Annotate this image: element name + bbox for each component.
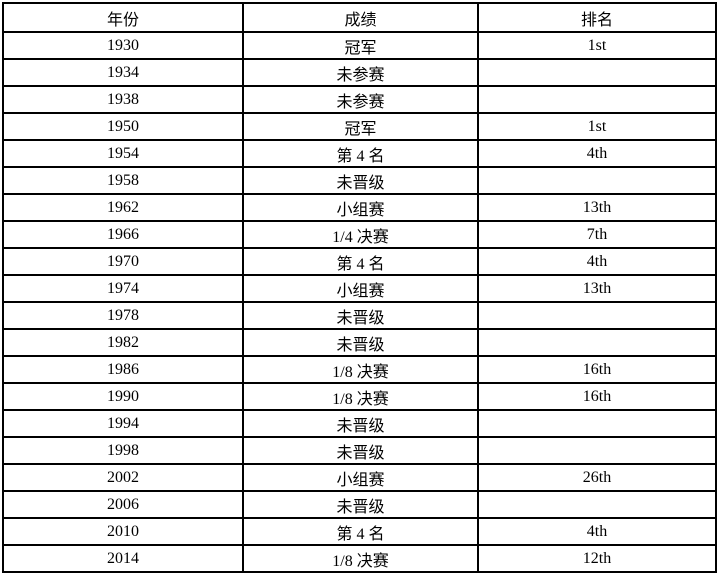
- table-body: 1930 冠军 1st 1934 未参赛 1938 未参赛 1950 冠军 1st 1954 第 4 …: [2, 31, 717, 573]
- result-cell: 未晋级: [242, 301, 479, 330]
- result-cell: 第 4 名: [242, 517, 479, 546]
- year-cell: 1950: [2, 112, 244, 141]
- year-cell: 1994: [2, 409, 244, 438]
- header-row: 年份 成绩 排名: [2, 2, 717, 33]
- year-cell: 1978: [2, 301, 244, 330]
- table-row: 1974 小组赛 13th: [2, 274, 717, 303]
- rank-cell: [477, 328, 717, 357]
- year-cell: 2006: [2, 490, 244, 519]
- result-cell: 冠军: [242, 31, 479, 60]
- result-cell: 小组赛: [242, 274, 479, 303]
- table-row: 1986 1/8 决赛 16th: [2, 355, 717, 384]
- result-cell: 第 4 名: [242, 247, 479, 276]
- year-cell: 1934: [2, 58, 244, 87]
- result-cell: 1/8 决赛: [242, 355, 479, 384]
- rank-cell: 4th: [477, 517, 717, 546]
- result-cell: 未参赛: [242, 85, 479, 114]
- table-row: 1954 第 4 名 4th: [2, 139, 717, 168]
- year-cell: 1990: [2, 382, 244, 411]
- column-header-rank: 排名: [477, 2, 717, 33]
- rank-cell: [477, 436, 717, 465]
- result-cell: 未晋级: [242, 490, 479, 519]
- year-cell: 1974: [2, 274, 244, 303]
- rank-cell: 12th: [477, 544, 717, 573]
- column-header-result: 成绩: [242, 2, 479, 33]
- year-cell: 1982: [2, 328, 244, 357]
- table-row: 2006 未晋级: [2, 490, 717, 519]
- year-cell: 1930: [2, 31, 244, 60]
- year-cell: 1954: [2, 139, 244, 168]
- result-cell: 未晋级: [242, 166, 479, 195]
- rank-cell: [477, 409, 717, 438]
- year-cell: 1966: [2, 220, 244, 249]
- result-cell: 1/8 决赛: [242, 382, 479, 411]
- rank-cell: 16th: [477, 382, 717, 411]
- table-row: 2014 1/8 决赛 12th: [2, 544, 717, 573]
- table-row: 1938 未参赛: [2, 85, 717, 114]
- column-header-year: 年份: [2, 2, 244, 33]
- result-cell: 未参赛: [242, 58, 479, 87]
- rank-cell: 4th: [477, 247, 717, 276]
- rank-cell: [477, 58, 717, 87]
- table-row: 1990 1/8 决赛 16th: [2, 382, 717, 411]
- rank-cell: 7th: [477, 220, 717, 249]
- table-row: 1958 未晋级: [2, 166, 717, 195]
- rank-cell: 13th: [477, 193, 717, 222]
- rank-cell: 1st: [477, 31, 717, 60]
- result-cell: 未晋级: [242, 409, 479, 438]
- table-row: 2002 小组赛 26th: [2, 463, 717, 492]
- result-cell: 第 4 名: [242, 139, 479, 168]
- rank-cell: [477, 301, 717, 330]
- year-cell: 2010: [2, 517, 244, 546]
- result-cell: 冠军: [242, 112, 479, 141]
- table-row: 1970 第 4 名 4th: [2, 247, 717, 276]
- result-cell: 小组赛: [242, 193, 479, 222]
- rank-cell: [477, 490, 717, 519]
- result-cell: 未晋级: [242, 328, 479, 357]
- result-cell: 小组赛: [242, 463, 479, 492]
- rank-cell: 1st: [477, 112, 717, 141]
- result-cell: 未晋级: [242, 436, 479, 465]
- table-row: 1994 未晋级: [2, 409, 717, 438]
- year-cell: 1962: [2, 193, 244, 222]
- year-cell: 1970: [2, 247, 244, 276]
- year-cell: 2002: [2, 463, 244, 492]
- result-cell: 1/8 决赛: [242, 544, 479, 573]
- year-cell: 1998: [2, 436, 244, 465]
- table-row: 2010 第 4 名 4th: [2, 517, 717, 546]
- table-row: 1966 1/4 决赛 7th: [2, 220, 717, 249]
- year-cell: 1958: [2, 166, 244, 195]
- year-cell: 1938: [2, 85, 244, 114]
- table-row: 1930 冠军 1st: [2, 31, 717, 60]
- rank-cell: [477, 166, 717, 195]
- table-row: 1950 冠军 1st: [2, 112, 717, 141]
- table-row: 1978 未晋级: [2, 301, 717, 330]
- year-cell: 1986: [2, 355, 244, 384]
- result-cell: 1/4 决赛: [242, 220, 479, 249]
- table-row: 1982 未晋级: [2, 328, 717, 357]
- world-cup-results-table: 年份 成绩 排名 1930 冠军 1st 1934 未参赛 1938 未参赛 1950 冠军 1s…: [2, 2, 717, 573]
- rank-cell: 13th: [477, 274, 717, 303]
- rank-cell: 26th: [477, 463, 717, 492]
- table-row: 1998 未晋级: [2, 436, 717, 465]
- rank-cell: 16th: [477, 355, 717, 384]
- year-cell: 2014: [2, 544, 244, 573]
- rank-cell: [477, 85, 717, 114]
- table-row: 1962 小组赛 13th: [2, 193, 717, 222]
- rank-cell: 4th: [477, 139, 717, 168]
- table-row: 1934 未参赛: [2, 58, 717, 87]
